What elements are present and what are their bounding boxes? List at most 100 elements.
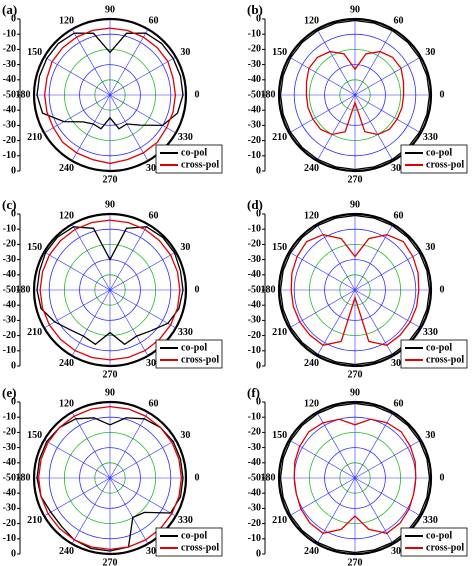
angle-tick-label: 30 <box>180 430 190 441</box>
radial-tick-label: -30 <box>248 315 261 326</box>
legend-label: cross-pol <box>181 354 219 365</box>
angle-tick-label: 240 <box>304 163 319 174</box>
legend-label: co-pol <box>426 530 452 541</box>
angle-tick-label: 30 <box>425 242 435 253</box>
panel-label: (f) <box>247 385 260 400</box>
radial-tick-label: -40 <box>3 74 16 85</box>
radial-tick-label: -20 <box>248 518 261 529</box>
grid-spoke <box>44 56 111 96</box>
radial-tick-label: -10 <box>3 28 16 39</box>
radial-tick-label: -40 <box>248 269 261 280</box>
grid-spoke <box>316 412 356 479</box>
series-line <box>293 418 417 534</box>
angle-tick-label: 210 <box>272 327 287 338</box>
angle-tick-label: 120 <box>59 399 74 410</box>
angle-tick-label: 300 <box>391 546 406 557</box>
radial-tick-label: -10 <box>248 223 261 234</box>
grid-spoke <box>71 289 111 356</box>
legend-label: co-pol <box>181 530 207 541</box>
radial-tick-label: -20 <box>3 135 16 146</box>
grid-spoke <box>354 477 394 544</box>
polar-panel: (b)030609012015018021024027030033000-10-… <box>247 2 468 185</box>
radial-tick-label: -50 <box>248 284 261 295</box>
radial-tick-label: -10 <box>248 345 261 356</box>
legend-label: cross-pol <box>426 542 464 553</box>
radial-tick-label: -10 <box>3 533 16 544</box>
radial-tick-label: -30 <box>248 59 261 70</box>
panel-label: (e) <box>2 385 16 400</box>
grid-spoke <box>354 94 394 161</box>
radial-tick-label: -40 <box>3 487 16 498</box>
angle-tick-label: 60 <box>149 399 159 410</box>
radial-tick-label: 0 <box>11 548 16 559</box>
angle-tick-label: 0 <box>195 89 200 100</box>
radial-tick-label: 0 <box>11 13 16 24</box>
radial-tick-label: -40 <box>248 457 261 468</box>
radial-tick-label: -50 <box>248 89 261 100</box>
grid-spoke <box>44 94 111 134</box>
radial-tick-label: 0 <box>256 13 261 24</box>
angle-tick-label: 240 <box>59 163 74 174</box>
radial-tick-label: -40 <box>248 104 261 115</box>
radial-tick-label: -30 <box>3 503 16 514</box>
grid-spoke <box>354 439 421 479</box>
angle-tick-label: 60 <box>394 16 404 27</box>
angle-tick-label: 150 <box>272 430 287 441</box>
radial-tick-label: -20 <box>3 239 16 250</box>
grid-spoke <box>316 477 356 544</box>
radial-tick-label: -20 <box>248 44 261 55</box>
angle-tick-label: 150 <box>272 242 287 253</box>
angle-tick-label: 180 <box>261 89 276 100</box>
angle-tick-label: 300 <box>391 358 406 369</box>
grid-spoke <box>109 224 149 291</box>
angle-tick-label: 330 <box>423 132 438 143</box>
angle-tick-label: 300 <box>146 358 161 369</box>
legend-box <box>155 144 223 174</box>
polar-panel: (c)030609012015018021024027030033000-10-… <box>2 197 223 380</box>
angle-tick-label: 0 <box>195 284 200 295</box>
panel-label: (a) <box>2 2 17 17</box>
grid-spoke <box>44 439 111 479</box>
angle-tick-label: 300 <box>146 546 161 557</box>
radial-tick-label: -30 <box>3 120 16 131</box>
radial-tick-label: 0 <box>11 360 16 371</box>
grid-spoke <box>44 289 111 329</box>
grid-spoke <box>354 251 421 291</box>
grid-spoke <box>71 224 111 291</box>
panel-label: (b) <box>247 2 263 17</box>
legend-label: co-pol <box>426 342 452 353</box>
radial-tick-label: -10 <box>248 150 261 161</box>
angle-tick-label: 0 <box>195 472 200 483</box>
radial-tick-label: -40 <box>3 269 16 280</box>
series-line <box>290 234 420 346</box>
angle-tick-label: 120 <box>304 399 319 410</box>
radial-tick-label: -40 <box>248 299 261 310</box>
grid-spoke <box>316 29 356 96</box>
grid-spoke <box>354 477 421 517</box>
grid-spoke <box>289 439 356 479</box>
angle-tick-label: 210 <box>272 132 287 143</box>
radial-tick-label: -20 <box>3 330 16 341</box>
grid-spoke <box>109 56 176 96</box>
angle-tick-label: 60 <box>149 211 159 222</box>
angle-tick-label: 210 <box>27 132 42 143</box>
angle-tick-label: 180 <box>261 284 276 295</box>
angle-tick-label: 150 <box>27 242 42 253</box>
series-line <box>279 19 431 171</box>
angle-tick-label: 30 <box>425 47 435 58</box>
angle-tick-label: 270 <box>103 174 118 185</box>
radial-tick-label: 0 <box>11 208 16 219</box>
angle-tick-label: 30 <box>180 242 190 253</box>
polar-panel: (a)030609012015018021024027030033000-10-… <box>2 2 223 185</box>
radial-tick-label: -30 <box>248 120 261 131</box>
angle-tick-label: 330 <box>423 515 438 526</box>
angle-tick-label: 270 <box>348 369 363 380</box>
radial-tick-label: -30 <box>3 442 16 453</box>
legend-box <box>400 144 468 174</box>
radial-tick-label: -10 <box>3 150 16 161</box>
legend-label: co-pol <box>181 147 207 158</box>
radial-tick-label: -10 <box>248 533 261 544</box>
angle-tick-label: 150 <box>27 430 42 441</box>
radial-tick-label: -10 <box>3 411 16 422</box>
grid-spoke <box>44 251 111 291</box>
